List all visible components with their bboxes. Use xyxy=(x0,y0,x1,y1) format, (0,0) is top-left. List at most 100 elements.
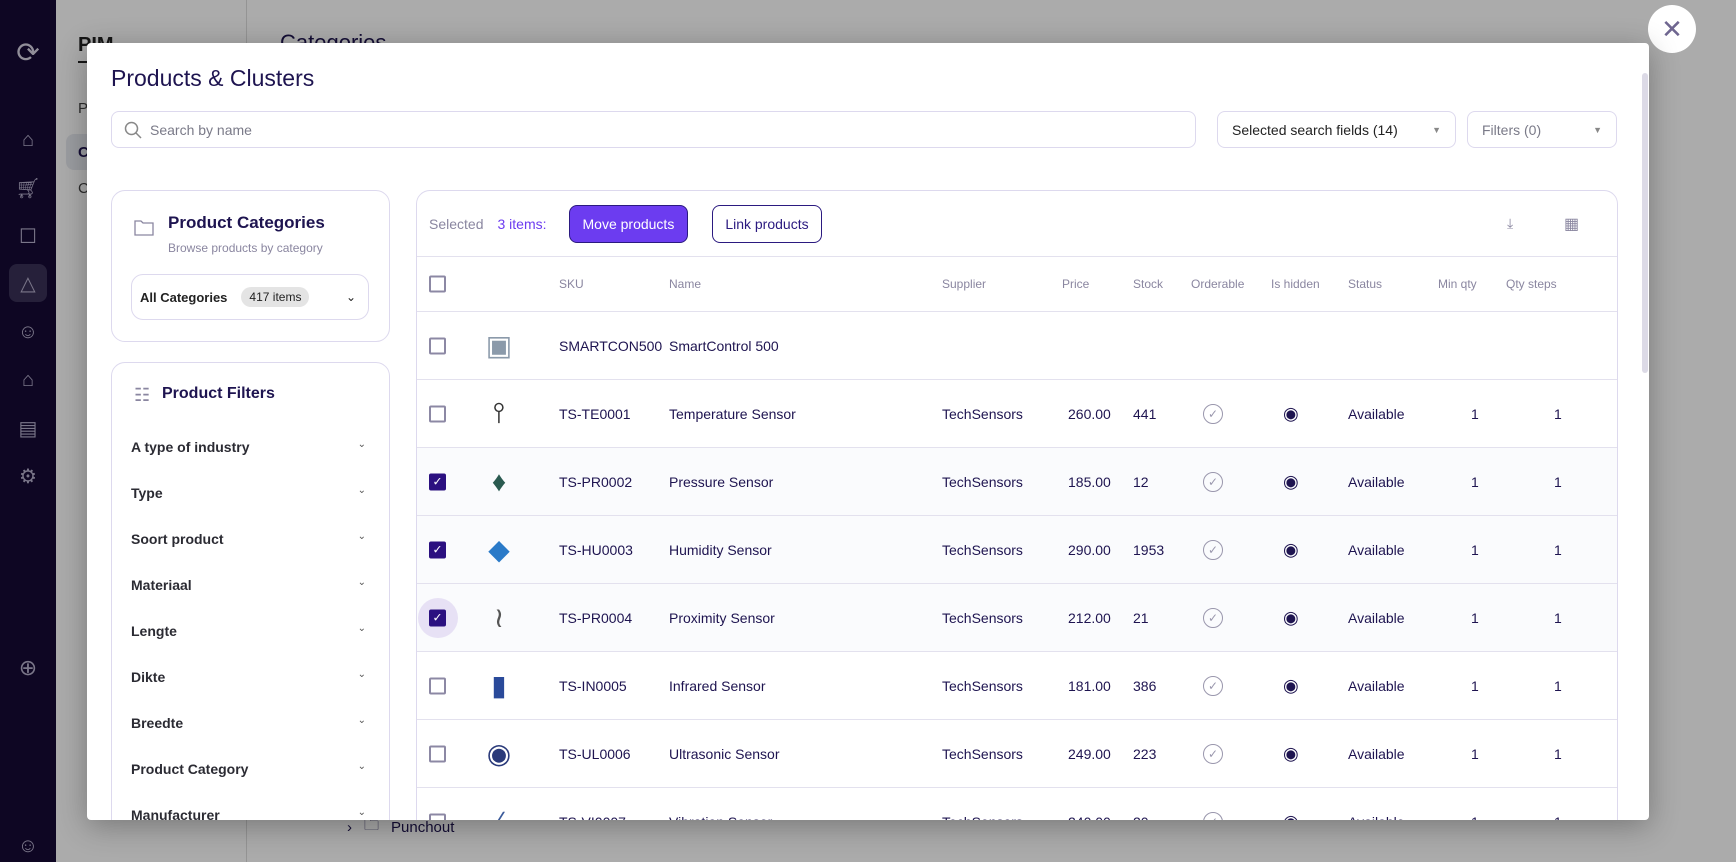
chevron-down-icon: ⌄ xyxy=(357,715,366,726)
column-header-orderable[interactable]: Orderable xyxy=(1191,277,1245,291)
cell-steps: 1 xyxy=(1554,745,1562,762)
row-checkbox[interactable] xyxy=(429,337,446,354)
cell-status: Available xyxy=(1348,609,1405,626)
close-button[interactable]: ✕ xyxy=(1648,5,1696,53)
cell-min: 1 xyxy=(1471,405,1479,422)
cell-sku: TS-TE0001 xyxy=(559,405,631,422)
column-header-price[interactable]: Price xyxy=(1062,277,1090,291)
filter-product-category[interactable]: Product Category ⌄ xyxy=(131,761,366,777)
category-select[interactable]: All Categories 417 items ⌄ xyxy=(131,274,369,320)
shapes-icon[interactable]: △ xyxy=(9,264,47,302)
column-header-sku[interactable]: SKU xyxy=(559,277,584,291)
chevron-down-icon: ⌄ xyxy=(357,761,366,772)
column-header-qty-steps[interactable]: Qty steps xyxy=(1506,277,1557,291)
folder-icon xyxy=(134,220,154,236)
add-icon[interactable]: ⊕ xyxy=(18,655,38,680)
table-row[interactable]: ⫯ TS-TE0001 Temperature Sensor TechSensors 2… xyxy=(417,380,1617,448)
row-checkbox[interactable] xyxy=(429,813,446,820)
eye-icon[interactable]: ◉ xyxy=(1283,743,1299,763)
chevron-down-icon: ⌄ xyxy=(357,807,366,818)
filter-dikte[interactable]: Dikte ⌄ xyxy=(131,669,366,685)
filter-label: Soort product xyxy=(131,531,224,547)
cell-stock: 441 xyxy=(1133,405,1157,422)
eye-icon[interactable]: ◉ xyxy=(1283,403,1299,423)
cell-steps: 1 xyxy=(1554,814,1562,821)
product-categories-card: Product Categories Browse products by ca… xyxy=(111,190,390,342)
move-products-button[interactable]: Move products xyxy=(568,204,689,243)
cell-price: 212.00 xyxy=(1068,609,1111,626)
row-checkbox[interactable] xyxy=(429,745,446,762)
orderable-check-icon: ✓ xyxy=(1203,471,1223,492)
filter-type[interactable]: Type ⌄ xyxy=(131,485,366,501)
search-fields-dropdown[interactable]: Selected search fields (14) ▼ xyxy=(1217,111,1456,148)
cart-icon[interactable]: 🛒︎ xyxy=(15,177,41,200)
columns-grid-icon[interactable]: ▦ xyxy=(1564,215,1580,233)
orderable-check-icon: ✓ xyxy=(1203,811,1223,820)
tag-icon[interactable]: ⌂ xyxy=(21,368,35,391)
cell-status: Available xyxy=(1348,745,1405,762)
filter-manufacturer[interactable]: Manufacturer ⌄ xyxy=(131,807,366,820)
table-row[interactable]: ∕ TS-VI0007 Vibration Sensor TechSensors 240… xyxy=(417,788,1617,820)
cell-supplier: TechSensors xyxy=(942,814,1023,821)
filter-soort-product[interactable]: Soort product ⌄ xyxy=(131,531,366,547)
filter-a-type-of-industry[interactable]: A type of industry ⌄ xyxy=(131,439,366,455)
sub-item[interactable]: C xyxy=(78,180,89,197)
column-header-stock[interactable]: Stock xyxy=(1133,277,1164,291)
sub-item[interactable]: P xyxy=(78,100,89,117)
caret-down-icon: ▼ xyxy=(1432,124,1441,135)
orderable-check-icon: ✓ xyxy=(1203,743,1223,764)
select-all-checkbox[interactable] xyxy=(429,275,446,293)
home-icon[interactable]: ⌂ xyxy=(21,128,35,151)
row-checkbox[interactable]: ✓ xyxy=(429,541,446,558)
row-checkbox[interactable] xyxy=(429,405,446,422)
caret-down-icon: ▼ xyxy=(1593,124,1602,135)
table-row[interactable]: ◉ TS-UL0006 Ultrasonic Sensor TechSensors 24… xyxy=(417,720,1617,788)
chevron-down-icon: ⌄ xyxy=(357,669,366,680)
column-header-supplier[interactable]: Supplier xyxy=(942,277,987,291)
cell-name: Temperature Sensor xyxy=(669,405,796,422)
column-header-min-qty[interactable]: Min qty xyxy=(1438,277,1477,291)
eye-icon[interactable]: ◉ xyxy=(1283,675,1299,695)
modal-scrollbar[interactable] xyxy=(1642,73,1648,373)
cell-stock: 1953 xyxy=(1133,541,1165,558)
table-row[interactable]: ✓ ♦ TS-PR0002 Pressure Sensor TechSensors 185… xyxy=(417,448,1617,516)
settings-icon[interactable]: ⚙ xyxy=(19,465,37,488)
column-header-name[interactable]: Name xyxy=(669,277,702,291)
cell-status: Available xyxy=(1348,473,1405,490)
store-icon[interactable]: ▤ xyxy=(18,417,38,440)
column-header-status[interactable]: Status xyxy=(1348,277,1383,291)
cell-price: 240.00 xyxy=(1068,814,1111,821)
search-box[interactable] xyxy=(111,111,1196,148)
cell-stock: 21 xyxy=(1133,609,1149,626)
download-icon[interactable]: ⤓ xyxy=(1507,215,1514,231)
product-thumbnail: ≀ xyxy=(493,602,505,633)
table-row[interactable]: ✓ ◆ TS-HU0003 Humidity Sensor TechSensors 290… xyxy=(417,516,1617,584)
selected-label: Selected xyxy=(429,215,484,232)
eye-icon[interactable]: ◉ xyxy=(1283,811,1299,820)
row-checkbox[interactable]: ✓ xyxy=(429,609,446,626)
cell-min: 1 xyxy=(1471,609,1479,626)
row-checkbox[interactable] xyxy=(429,677,446,694)
users-icon[interactable]: ☺ xyxy=(17,320,39,343)
filter-materiaal[interactable]: Materiaal ⌄ xyxy=(131,577,366,593)
eye-icon[interactable]: ◉ xyxy=(1283,607,1299,627)
cell-status: Available xyxy=(1348,814,1405,821)
eye-icon[interactable]: ◉ xyxy=(1283,539,1299,559)
eye-icon[interactable]: ◉ xyxy=(1283,471,1299,491)
table-row[interactable]: ▣ SMARTCON500 SmartControl 500 xyxy=(417,312,1617,380)
filter-lengte[interactable]: Lengte ⌄ xyxy=(131,623,366,639)
table-row[interactable]: ▮ TS-IN0005 Infrared Sensor TechSensors 181.… xyxy=(417,652,1617,720)
chevron-down-icon: ⌄ xyxy=(357,577,366,588)
row-checkbox[interactable]: ✓ xyxy=(429,473,446,490)
column-header-is-hidden[interactable]: Is hidden xyxy=(1271,277,1320,291)
user-icon[interactable]: ☺ xyxy=(17,834,39,857)
table-row[interactable]: ✓ ≀ TS-PR0004 Proximity Sensor TechSensors 21… xyxy=(417,584,1617,652)
filter-breedte[interactable]: Breedte ⌄ xyxy=(131,715,366,731)
archive-icon[interactable]: ☐ xyxy=(19,225,37,248)
filters-dropdown[interactable]: Filters (0) ▼ xyxy=(1467,111,1617,148)
cell-name: Vibration Sensor xyxy=(669,814,772,821)
tree-item[interactable]: › 🗀 Punchout xyxy=(347,815,454,840)
link-products-button[interactable]: Link products xyxy=(712,204,822,243)
dropdown-label: Filters (0) xyxy=(1482,121,1542,138)
search-input[interactable] xyxy=(150,121,1195,138)
